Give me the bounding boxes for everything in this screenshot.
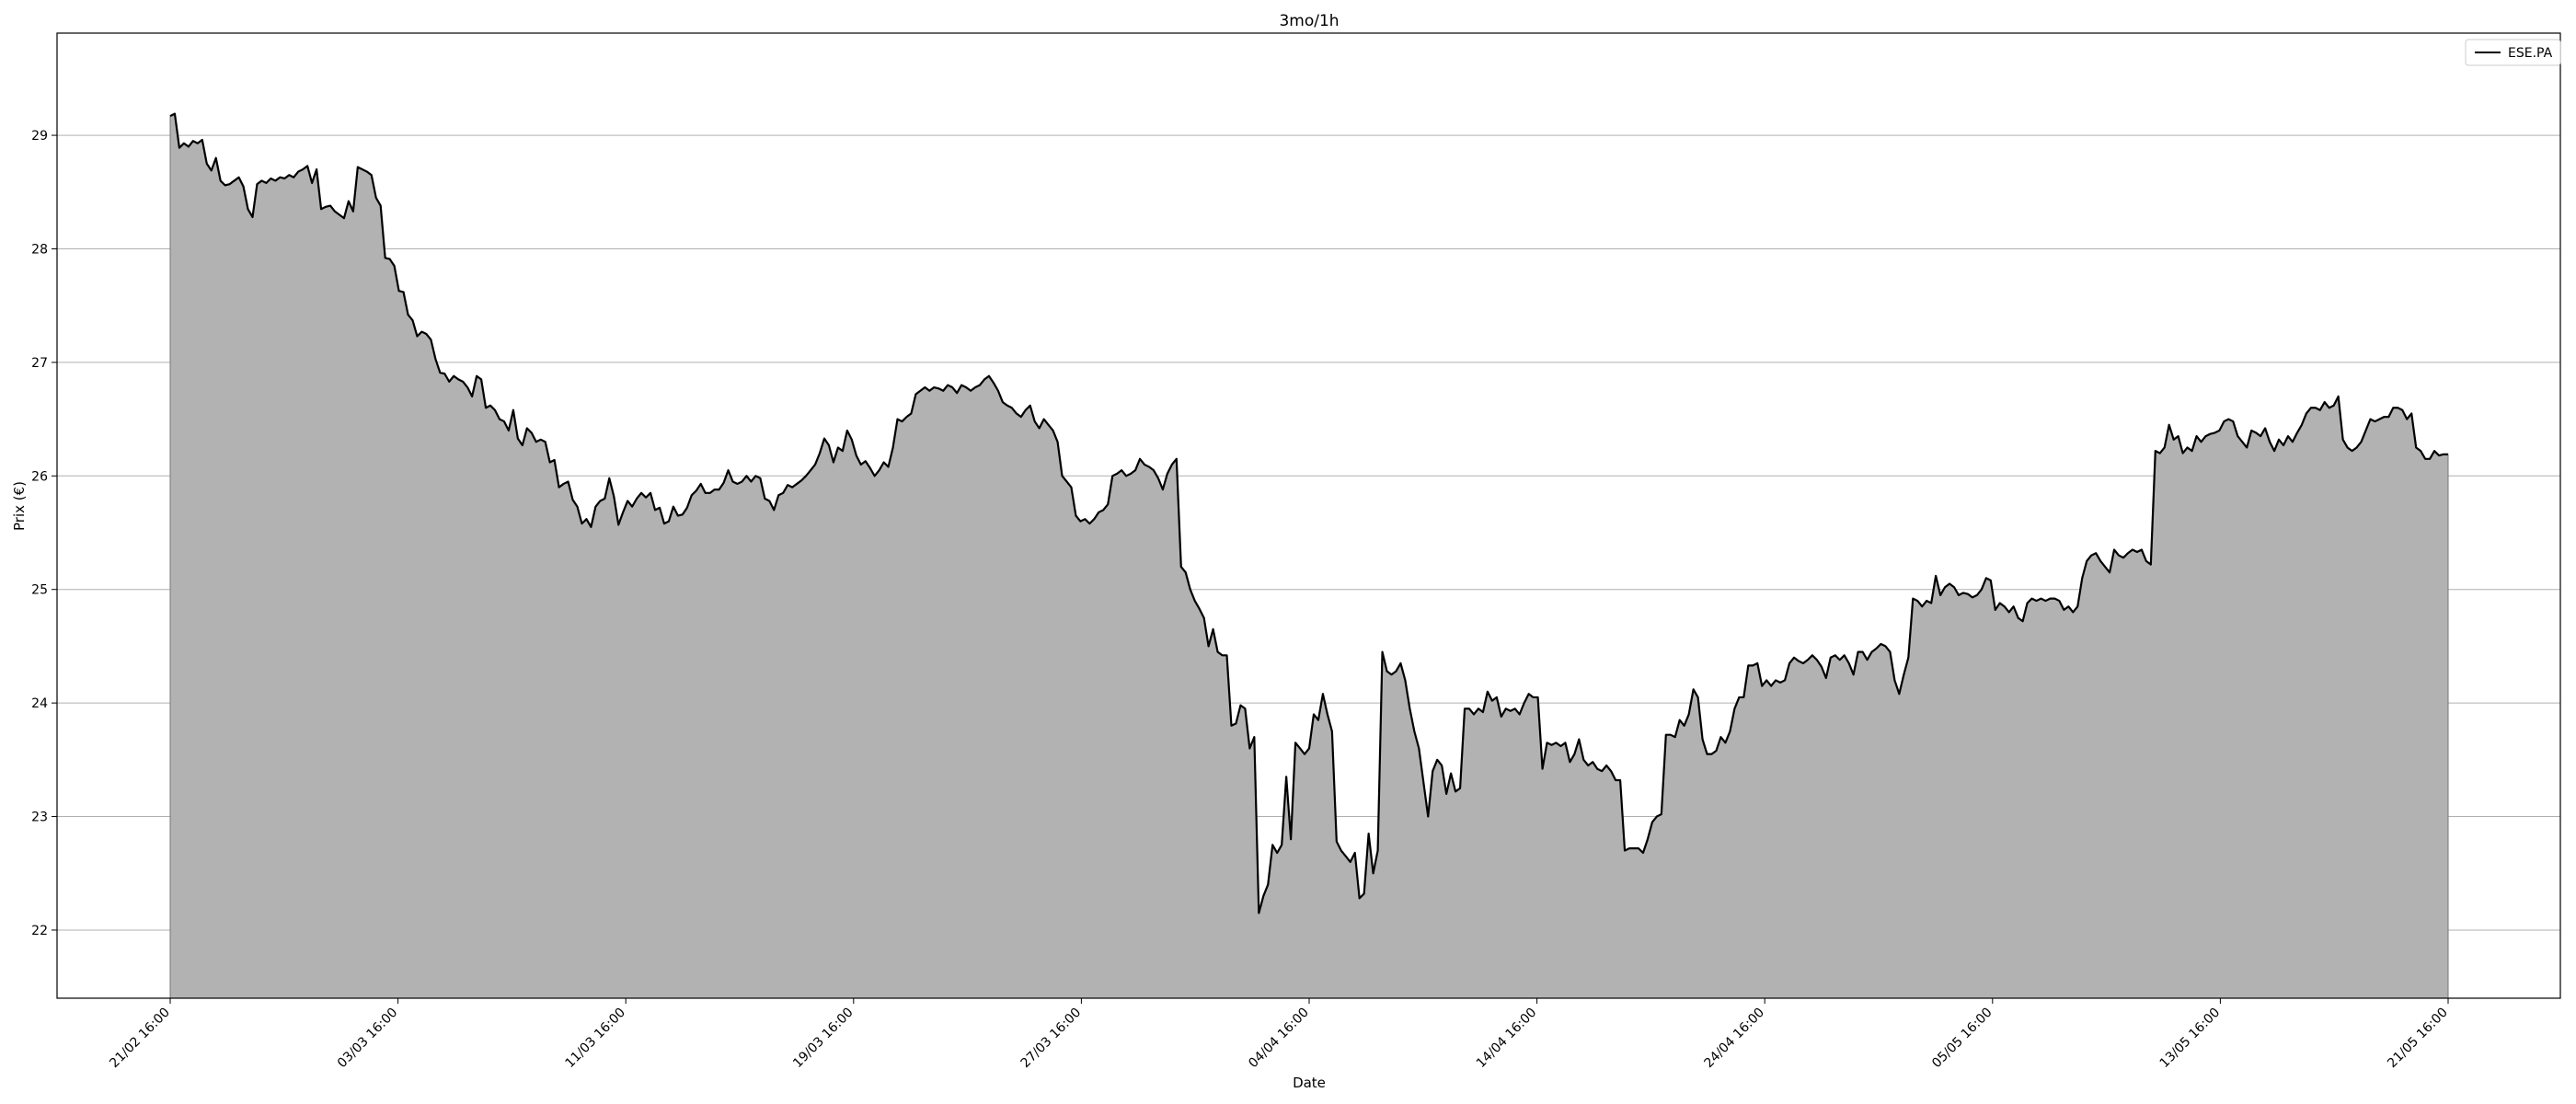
- series-area: [169, 112, 2449, 999]
- y-tick-label: 29: [31, 129, 48, 144]
- y-tick-label: 22: [31, 924, 48, 938]
- y-axis-title: Prix (€): [11, 481, 28, 531]
- y-tick-label: 28: [31, 242, 48, 257]
- chart-title: 3mo/1h: [1279, 12, 1339, 30]
- legend-box: [2465, 39, 2561, 66]
- y-tick-label: 23: [31, 811, 48, 825]
- x-axis-title: Date: [1293, 1075, 1326, 1091]
- y-tick-label: 24: [31, 696, 48, 711]
- y-tick-label: 26: [31, 469, 48, 484]
- y-tick-label: 27: [31, 356, 48, 371]
- y-axis-ticks: 22 23 24 25 26 27 28 29: [31, 129, 57, 938]
- legend: ESE.PA: [2465, 39, 2561, 66]
- y-tick-label: 25: [31, 583, 48, 598]
- series-line: [169, 112, 2448, 914]
- legend-label: ESE.PA: [2508, 46, 2553, 61]
